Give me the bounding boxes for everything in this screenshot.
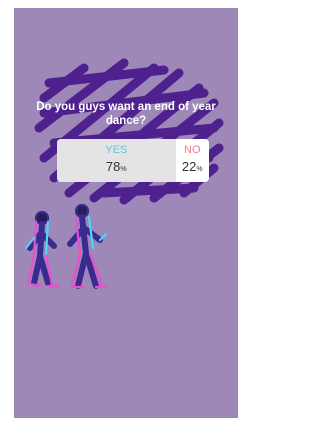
story: Do you guys want an end of year dance? Y… — [14, 8, 238, 418]
dancers-sticker — [14, 8, 238, 418]
screen: Do you guys want an end of year dance? Y… — [0, 0, 250, 421]
